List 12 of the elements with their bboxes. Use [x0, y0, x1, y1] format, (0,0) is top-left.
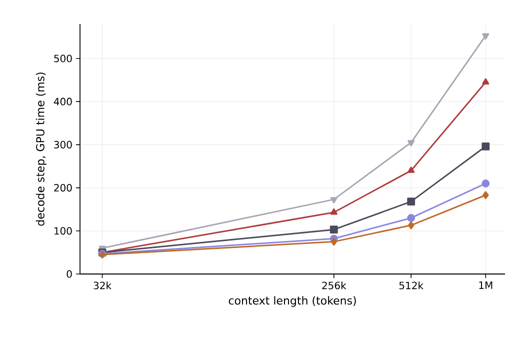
y-tick-label: 100: [54, 227, 72, 235]
x-axis-title: context length (tokens): [228, 296, 356, 307]
x-tick-label: 512k: [399, 282, 424, 290]
y-tick-label: 200: [54, 184, 72, 192]
y-tick-label: 500: [54, 54, 72, 62]
y-axis-title: decode step, GPU time (ms): [36, 72, 47, 226]
x-tick-label: 32k: [94, 282, 112, 290]
y-tick-label: 0: [66, 270, 72, 278]
x-tick-label: 256k: [322, 282, 346, 290]
y-tick-label: 300: [54, 140, 72, 148]
x-tick-label: 1M: [479, 282, 492, 289]
y-tick-label: 400: [54, 98, 72, 106]
